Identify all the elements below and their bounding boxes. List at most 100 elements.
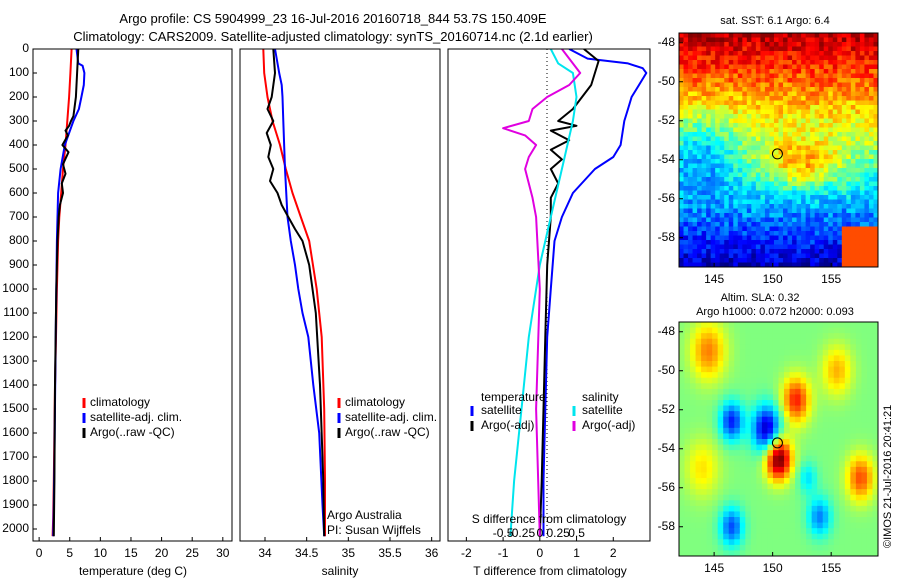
map-cell	[712, 433, 719, 440]
map-cell	[789, 550, 796, 556]
map-cell	[850, 439, 857, 446]
map-cell	[844, 327, 851, 334]
map-cell	[833, 411, 840, 418]
map-cell	[859, 100, 866, 106]
map-cell	[864, 123, 870, 129]
map-cell	[783, 226, 789, 232]
map-cell	[706, 42, 712, 48]
map-cell	[828, 533, 835, 540]
map-cell	[719, 163, 725, 169]
map-cell	[817, 388, 824, 396]
map-cell	[778, 78, 784, 84]
map-cell	[751, 168, 757, 174]
map-cell	[692, 204, 698, 210]
map-cell	[833, 517, 840, 524]
map-cell	[784, 522, 791, 529]
map-cell	[859, 181, 866, 187]
map-cell	[697, 249, 703, 255]
map-cell	[789, 461, 796, 468]
map-cell	[692, 123, 698, 129]
map-cell	[839, 333, 846, 340]
map-cell	[839, 361, 846, 368]
map-cell	[814, 33, 820, 39]
map-cell	[734, 422, 741, 429]
map-cell	[850, 411, 857, 418]
map-cell	[728, 109, 734, 115]
map-cell	[850, 213, 856, 219]
satellite-adj-clim-line	[52, 49, 86, 537]
map-cell	[844, 349, 851, 357]
map-cell	[692, 240, 698, 246]
map-cell	[814, 55, 820, 61]
map-cell	[715, 69, 721, 75]
map-cell	[795, 427, 802, 435]
map-cell	[737, 231, 743, 237]
map-cell	[728, 213, 734, 219]
map-cell	[767, 394, 774, 401]
map-cell	[800, 322, 807, 329]
map-cell	[841, 69, 847, 75]
map-cell	[701, 82, 707, 88]
map-cell	[801, 226, 807, 232]
map-cell	[701, 150, 707, 156]
map-cell	[739, 388, 746, 396]
map-cell	[787, 226, 793, 232]
map-cell	[706, 231, 712, 237]
map-cell	[839, 366, 846, 373]
map-cell	[819, 60, 825, 66]
map-cell	[751, 217, 757, 223]
y-tick-label: 1800	[2, 473, 29, 487]
map-cell	[783, 87, 789, 93]
map-cell	[850, 235, 856, 241]
map-cell	[778, 181, 784, 187]
map-cell	[706, 82, 712, 88]
map-cell	[855, 42, 861, 48]
map-cell	[719, 217, 725, 223]
map-cell	[801, 118, 807, 124]
map-cell	[778, 118, 784, 124]
map-cell	[684, 366, 691, 373]
map-cell	[690, 478, 697, 485]
map-cell	[715, 73, 721, 79]
legend-argo: Argo(..raw -QC)	[345, 425, 430, 439]
map-cell	[806, 327, 813, 334]
map-cell	[751, 163, 757, 169]
map-cell	[844, 494, 851, 501]
map-cell	[755, 132, 762, 138]
map-cell	[828, 439, 835, 446]
map-cell	[868, 114, 875, 120]
map-cell	[787, 213, 793, 219]
map-cell	[679, 372, 686, 379]
map-cell	[801, 114, 807, 120]
map-cell	[728, 249, 734, 255]
map-cell	[742, 217, 748, 223]
map-cell	[787, 217, 793, 223]
map-cell	[746, 204, 752, 210]
map-cell	[728, 400, 735, 407]
map-cell	[690, 416, 697, 423]
map-cell	[850, 539, 857, 546]
map-cell	[817, 517, 824, 524]
map-cell	[844, 478, 851, 485]
map-cell	[787, 154, 793, 160]
map-cell	[767, 333, 774, 340]
map-cell	[690, 533, 697, 540]
map-cell	[742, 118, 748, 124]
map-cell	[823, 78, 829, 84]
map-cell	[801, 168, 807, 174]
map-cell	[728, 132, 734, 138]
map-cell	[733, 240, 739, 246]
map-cell	[778, 444, 785, 451]
map-cell	[692, 37, 698, 43]
map-cell	[795, 372, 802, 379]
map-cell	[715, 100, 721, 106]
map-cell	[772, 550, 780, 556]
map-cell	[750, 416, 757, 423]
map-cell	[772, 322, 780, 329]
map-cell	[823, 91, 829, 97]
map-cell	[697, 55, 703, 61]
map-cell	[679, 522, 686, 529]
map-cell	[701, 190, 707, 196]
map-cell	[701, 208, 707, 214]
map-cell	[810, 109, 816, 115]
